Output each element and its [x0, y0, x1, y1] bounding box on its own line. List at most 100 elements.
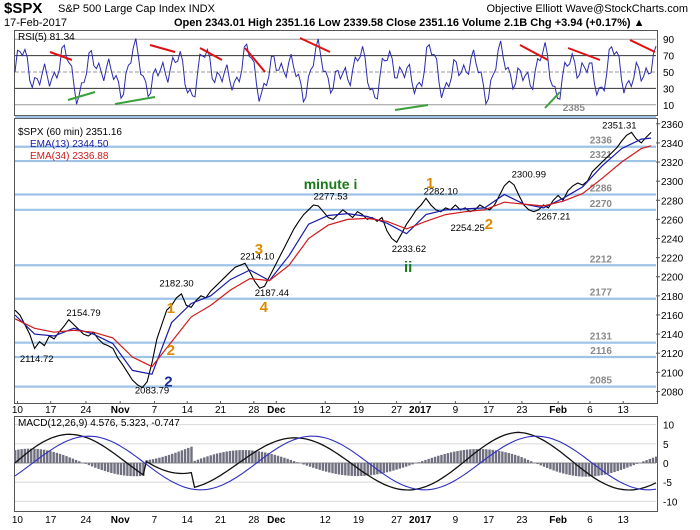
macd-histogram-bar [513, 454, 517, 463]
macd-histogram-bar [629, 463, 632, 467]
macd-histogram-bar [363, 463, 366, 476]
rsi-divergence-mark [567, 47, 601, 61]
x-axis-label: 19 [353, 405, 365, 416]
price-tick-label: 2320 [661, 158, 684, 169]
support-level-label: 2270 [590, 199, 613, 210]
x-axis-label: 10 [12, 405, 24, 416]
macd-histogram-bar [251, 450, 254, 463]
macd-histogram-bar [587, 463, 591, 477]
macd-histogram-bar [491, 449, 494, 463]
macd-line [14, 431, 657, 491]
macd-histogram-bar [97, 463, 100, 469]
rsi-divergence-mark [544, 91, 561, 109]
macd-histogram-bar [273, 454, 277, 463]
macd-histogram-bar [100, 463, 103, 471]
macd-histogram-bar [549, 463, 552, 470]
macd-tick-label: 5 [663, 440, 669, 451]
macd-histogram-bar [212, 454, 216, 463]
macd-histogram-bar [497, 450, 501, 463]
macd-histogram-bar [401, 463, 405, 468]
macd-histogram-bar [219, 452, 222, 463]
macd-histogram-bar [65, 456, 68, 463]
macd-label: MACD(12,26,9) 4.576, 5.323, -0.747 [18, 418, 180, 429]
macd-histogram-bar [209, 455, 212, 463]
rsi-level-label: 90 [663, 35, 675, 46]
rsi-divergence-mark [299, 37, 331, 53]
macd-histogram-bar [305, 463, 309, 466]
macd-histogram-bar [270, 453, 273, 463]
macd-histogram-bar [203, 457, 206, 463]
macd-histogram-bar [392, 463, 395, 471]
rsi-divergence-mark [629, 39, 656, 53]
macd-histogram-bar [356, 463, 360, 477]
rsi-line [14, 38, 657, 106]
macd-histogram-bar [597, 463, 600, 476]
price-tick-label: 2160 [661, 311, 684, 322]
macd-histogram-bar [501, 451, 504, 463]
macd-histogram-bar [238, 450, 241, 463]
support-level-label: 2177 [590, 288, 613, 299]
macd-histogram-bar [158, 457, 161, 463]
x-axis-label: 21 [215, 515, 227, 526]
macd-histogram-bar [280, 456, 283, 463]
macd-histogram-bar [424, 459, 427, 463]
macd-histogram-bar [459, 450, 462, 463]
macd-histogram-bar [353, 463, 357, 477]
macd-histogram-bar [110, 463, 113, 473]
macd-histogram-bar [20, 449, 23, 463]
macd-histogram-bar [610, 463, 613, 473]
series-line--spx [14, 131, 652, 389]
x-axis-label: 17 [483, 405, 495, 416]
macd-histogram-bar [267, 453, 270, 463]
macd-histogram-bar [388, 463, 392, 472]
macd-histogram-bar [430, 457, 434, 463]
macd-histogram-bar [645, 460, 648, 463]
macd-histogram-bar [324, 463, 328, 472]
macd-histogram-bar [164, 455, 168, 463]
macd-histogram-bar [385, 463, 389, 473]
macd-histogram-bar [302, 463, 305, 465]
macd-histogram-bar [308, 463, 312, 467]
macd-histogram-bar [408, 463, 411, 466]
x-axis-label: Feb [549, 515, 567, 526]
macd-histogram-bar [520, 457, 523, 463]
x-axis-label: 12 [320, 515, 332, 526]
macd-histogram-bar [427, 458, 430, 463]
macd-histogram-bar [334, 463, 337, 474]
x-axis-label: 9 [453, 515, 459, 526]
macd-histogram-bar [433, 456, 437, 463]
macd-histogram-bar [590, 463, 594, 477]
chart-date: 17-Feb-2017 [4, 17, 67, 29]
macd-tick-label: 10 [663, 421, 675, 432]
macd-histogram-bar [174, 452, 177, 463]
x-axis-label: Feb [549, 405, 567, 416]
macd-tick-label: -5 [663, 478, 672, 489]
macd-histogram-bar [241, 450, 244, 463]
macd-histogram-bar [312, 463, 315, 468]
macd-histogram-bar [619, 463, 623, 470]
x-axis-label: 17 [483, 515, 495, 526]
ema13-legend: EMA(13) 2344.50 [30, 139, 109, 150]
macd-histogram-bar [289, 459, 293, 463]
wave-label: 1 [426, 175, 434, 192]
chart-subtitle: S&P 500 Large Cap Index INDX [58, 3, 215, 15]
macd-histogram-bar [616, 463, 619, 472]
rsi-divergence-mark [114, 96, 156, 105]
ohlc-summary: Open 2343.01 High 2351.16 Low 2339.58 Cl… [174, 17, 645, 29]
macd-histogram-bar [360, 463, 363, 477]
price-tick-label: 2180 [661, 292, 684, 303]
x-axis-label: 13 [618, 405, 630, 416]
x-axis-label: 14 [182, 405, 194, 416]
macd-histogram-bar [562, 463, 565, 474]
macd-histogram-bar [318, 463, 321, 470]
macd-histogram-bar [331, 463, 334, 474]
wave-label: 3 [255, 241, 263, 258]
x-axis-label: 12 [320, 405, 332, 416]
price-tick-label: 2080 [661, 387, 684, 398]
macd-histogram-bar [171, 453, 174, 463]
macd-histogram-bar [369, 463, 373, 476]
support-level-label: 2116 [590, 346, 612, 357]
macd-histogram-bar [344, 463, 347, 476]
x-axis-label: 28 [248, 405, 260, 416]
macd-histogram-bar [126, 463, 129, 476]
